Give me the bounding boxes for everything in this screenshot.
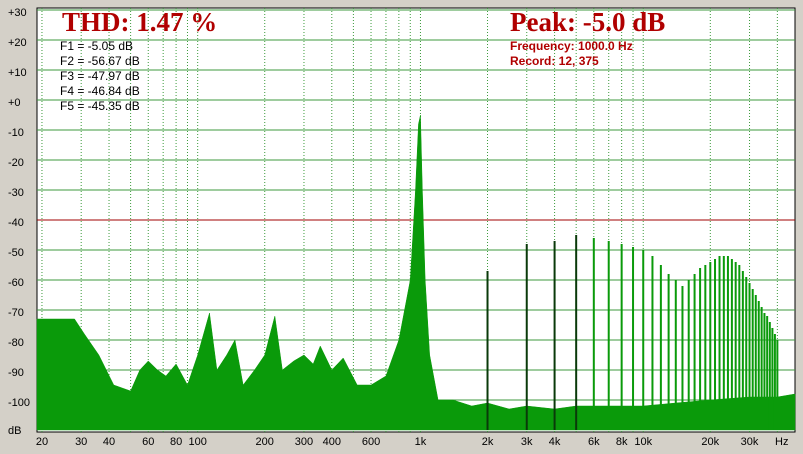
x-tick-label: 400	[323, 436, 341, 448]
x-tick-label: 60	[142, 436, 154, 448]
record-info: Record: 12, 375	[510, 54, 599, 68]
y-tick-label: -90	[8, 367, 24, 379]
x-tick-label: 8k	[616, 436, 628, 448]
harmonic-annotation: F4 = -46.84 dB	[60, 84, 140, 98]
y-tick-label: +10	[8, 67, 27, 79]
y-tick-label: -40	[8, 217, 24, 229]
x-tick-label: 4k	[549, 436, 561, 448]
harmonic-annotation: F3 = -47.97 dB	[60, 69, 140, 83]
x-tick-label: 600	[362, 436, 380, 448]
x-tick-label: 30k	[741, 436, 759, 448]
x-tick-label: 20	[36, 436, 48, 448]
x-tick-label: 200	[256, 436, 274, 448]
harmonic-annotation: F1 = -5.05 dB	[60, 39, 133, 53]
harmonic-annotation: F2 = -56.67 dB	[60, 54, 140, 68]
spectrum-area	[36, 114, 796, 431]
y-axis-unit: dB	[8, 425, 21, 437]
x-tick-label: 80	[170, 436, 182, 448]
x-tick-label: 40	[103, 436, 115, 448]
frequency-info: Frequency: 1000.0 Hz	[510, 39, 633, 53]
peak-label: Peak: -5.0 dB	[510, 7, 665, 37]
y-tick-label: -10	[8, 127, 24, 139]
y-tick-label: +0	[8, 97, 21, 109]
thd-title: THD: 1.47 %	[62, 7, 217, 37]
y-tick-label: -50	[8, 247, 24, 259]
x-axis-unit: Hz	[775, 436, 788, 448]
y-tick-label: +20	[8, 37, 27, 49]
y-tick-label: -30	[8, 187, 24, 199]
x-tick-label: 30	[75, 436, 87, 448]
x-tick-label: 6k	[588, 436, 600, 448]
x-tick-label: 100	[188, 436, 206, 448]
x-tick-label: 300	[295, 436, 313, 448]
harmonic-annotation: F5 = -45.35 dB	[60, 99, 140, 113]
y-tick-label: -80	[8, 337, 24, 349]
x-tick-label: 2k	[482, 436, 494, 448]
x-tick-label: 3k	[521, 436, 533, 448]
y-tick-label: +30	[8, 7, 27, 19]
x-tick-label: 1k	[415, 436, 427, 448]
y-tick-label: -70	[8, 307, 24, 319]
y-tick-label: -20	[8, 157, 24, 169]
x-tick-label: 20k	[701, 436, 719, 448]
y-tick-label: -60	[8, 277, 24, 289]
x-tick-label: 10k	[634, 436, 652, 448]
y-tick-label: -100	[8, 397, 30, 409]
